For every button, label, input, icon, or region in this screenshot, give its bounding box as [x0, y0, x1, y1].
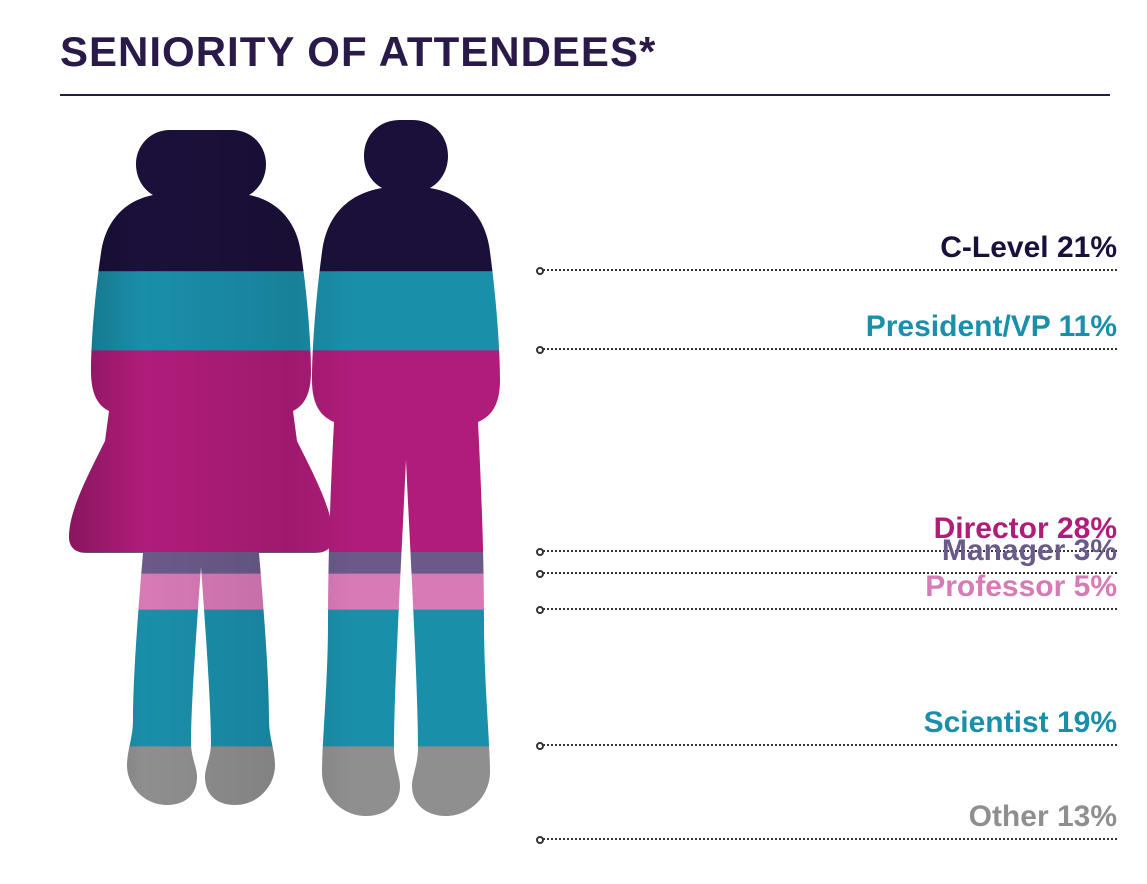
leader-dot-icon: [536, 346, 544, 354]
label-row-professor: Professor 5%: [540, 570, 1117, 610]
segment-label-scientist: Scientist 19%: [924, 706, 1117, 740]
leader-line: [540, 608, 1117, 610]
leader-dot-icon: [536, 836, 544, 844]
label-row-clevel: C-Level 21%: [540, 231, 1117, 271]
label-row-scientist: Scientist 19%: [540, 706, 1117, 746]
label-row-president: President/VP 11%: [540, 310, 1117, 350]
leader-line: [540, 744, 1117, 746]
segment-label-president: President/VP 11%: [866, 310, 1117, 344]
leader-line: [540, 838, 1117, 840]
chart-title: SENIORITY OF ATTENDEES*: [60, 28, 656, 76]
segment-label-clevel: C-Level 21%: [940, 231, 1117, 265]
leader-line: [540, 269, 1117, 271]
segment-label-manager: Manager 3%: [942, 534, 1117, 568]
title-rule: [60, 94, 1110, 96]
segment-label-other: Other 13%: [969, 800, 1117, 834]
segment-label-professor: Professor 5%: [925, 570, 1117, 604]
infographic-container: SENIORITY OF ATTENDEES*: [0, 0, 1147, 884]
figure-svg: [60, 120, 530, 840]
leader-dot-icon: [536, 742, 544, 750]
leader-line: [540, 348, 1117, 350]
leader-dot-icon: [536, 606, 544, 614]
label-row-other: Other 13%: [540, 800, 1117, 840]
figure-box: [60, 120, 530, 840]
leader-dot-icon: [536, 267, 544, 275]
label-row-manager: Manager 3%: [540, 534, 1117, 574]
